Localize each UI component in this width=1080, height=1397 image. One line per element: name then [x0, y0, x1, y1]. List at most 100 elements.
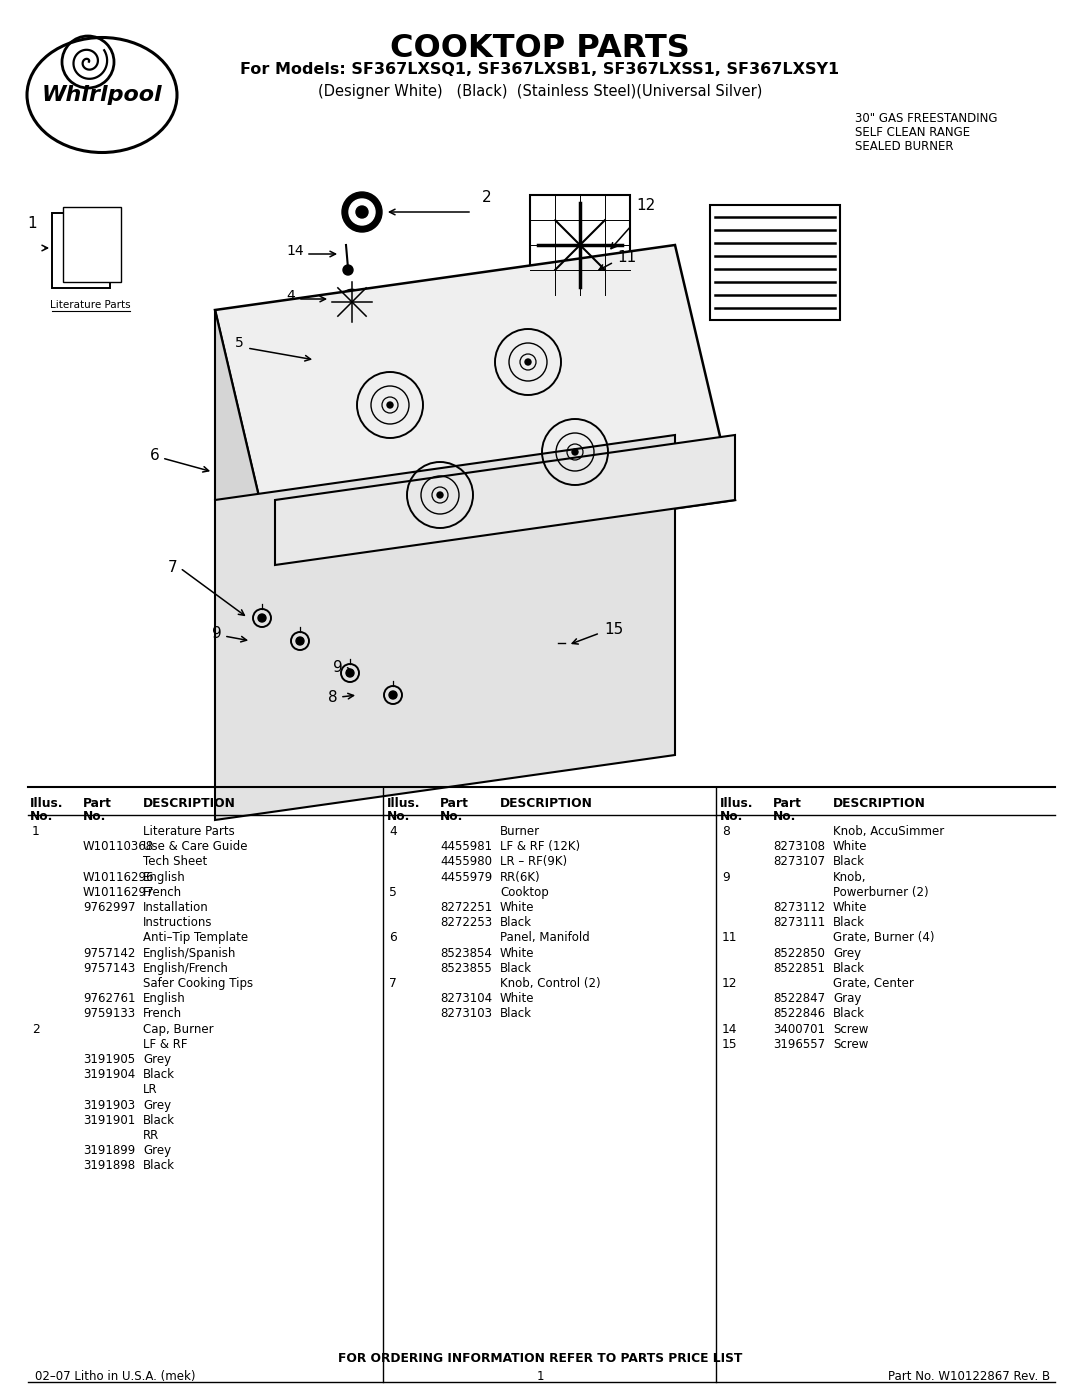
Text: Burner: Burner	[500, 826, 540, 838]
Text: Grey: Grey	[143, 1053, 171, 1066]
Text: No.: No.	[387, 810, 410, 823]
Text: 3191904: 3191904	[83, 1069, 135, 1081]
Text: W10116296: W10116296	[83, 870, 154, 883]
Text: COOKTOP PARTS: COOKTOP PARTS	[390, 34, 690, 64]
Text: No.: No.	[773, 810, 796, 823]
Text: Literature Parts: Literature Parts	[50, 300, 131, 310]
Text: 3191899: 3191899	[83, 1144, 135, 1157]
Text: Part: Part	[773, 798, 801, 810]
Text: 9762761: 9762761	[83, 992, 135, 1006]
Text: 8273112: 8273112	[773, 901, 825, 914]
Text: 8273103: 8273103	[440, 1007, 492, 1020]
Text: No.: No.	[440, 810, 463, 823]
Text: 8273104: 8273104	[440, 992, 492, 1006]
Circle shape	[572, 448, 578, 455]
Text: Use & Care Guide: Use & Care Guide	[143, 840, 247, 854]
Text: Illus.: Illus.	[720, 798, 754, 810]
Text: 12: 12	[636, 197, 656, 212]
Text: Black: Black	[500, 916, 532, 929]
Text: Screw: Screw	[833, 1023, 868, 1035]
Text: DESCRIPTION: DESCRIPTION	[833, 798, 926, 810]
Text: 9762997: 9762997	[83, 901, 135, 914]
Text: Black: Black	[833, 916, 865, 929]
Text: RR(6K): RR(6K)	[500, 870, 541, 883]
Text: 8272253: 8272253	[440, 916, 492, 929]
Circle shape	[343, 265, 353, 275]
Text: Black: Black	[500, 961, 532, 975]
Polygon shape	[215, 244, 735, 564]
Bar	[530, 196, 630, 295]
Text: Cap, Burner: Cap, Burner	[143, 1023, 214, 1035]
Polygon shape	[275, 434, 735, 564]
Text: LF & RF (12K): LF & RF (12K)	[500, 840, 580, 854]
Text: RR: RR	[143, 1129, 159, 1141]
Text: 1: 1	[32, 826, 40, 838]
Text: 4455979: 4455979	[440, 870, 492, 883]
Text: Black: Black	[500, 1007, 532, 1020]
Text: 3191901: 3191901	[83, 1113, 135, 1127]
Text: LF & RF: LF & RF	[143, 1038, 188, 1051]
Text: 12: 12	[723, 977, 738, 990]
Text: No.: No.	[83, 810, 106, 823]
Text: Grate, Center: Grate, Center	[833, 977, 914, 990]
Circle shape	[525, 359, 531, 365]
Text: White: White	[500, 992, 535, 1006]
Text: French: French	[143, 1007, 183, 1020]
Text: 9757143: 9757143	[83, 961, 135, 975]
Text: Cooktop: Cooktop	[500, 886, 549, 898]
Text: Illus.: Illus.	[387, 798, 420, 810]
Text: 4455981: 4455981	[440, 840, 492, 854]
Text: Black: Black	[833, 961, 865, 975]
Text: 7: 7	[168, 560, 177, 576]
Text: Part: Part	[83, 798, 112, 810]
Text: 3400701: 3400701	[773, 1023, 825, 1035]
Text: For Models: SF367LXSQ1, SF367LXSB1, SF367LXSS1, SF367LXSY1: For Models: SF367LXSQ1, SF367LXSB1, SF36…	[241, 61, 839, 77]
Text: LR: LR	[143, 1084, 158, 1097]
Text: 8522847: 8522847	[773, 992, 825, 1006]
Text: 9: 9	[723, 870, 730, 883]
Text: 8273111: 8273111	[773, 916, 825, 929]
Circle shape	[349, 198, 375, 225]
Circle shape	[387, 402, 393, 408]
Text: 30" GAS FREESTANDING: 30" GAS FREESTANDING	[855, 112, 998, 124]
Text: Safer Cooking Tips: Safer Cooking Tips	[143, 977, 253, 990]
Text: Tech Sheet: Tech Sheet	[143, 855, 207, 869]
Text: Powerburner (2): Powerburner (2)	[833, 886, 929, 898]
Text: 9757142: 9757142	[83, 947, 135, 960]
Text: 14: 14	[286, 244, 303, 258]
Text: English: English	[143, 870, 186, 883]
Text: 8523855: 8523855	[440, 961, 491, 975]
Text: 2: 2	[482, 190, 491, 205]
Text: 15: 15	[723, 1038, 738, 1051]
Text: 3191903: 3191903	[83, 1098, 135, 1112]
Text: White: White	[500, 947, 535, 960]
Text: French: French	[143, 886, 183, 898]
Text: Part No. W10122867 Rev. B: Part No. W10122867 Rev. B	[888, 1370, 1050, 1383]
Text: White: White	[500, 901, 535, 914]
Text: Instructions: Instructions	[143, 916, 213, 929]
Text: 5: 5	[235, 337, 244, 351]
Text: SEALED BURNER: SEALED BURNER	[855, 140, 954, 154]
Text: 4: 4	[389, 826, 396, 838]
Text: 7: 7	[389, 977, 396, 990]
Text: Gray: Gray	[833, 992, 862, 1006]
Text: Black: Black	[833, 855, 865, 869]
Text: Screw: Screw	[833, 1038, 868, 1051]
Text: 11: 11	[617, 250, 636, 265]
Text: 2: 2	[32, 1023, 40, 1035]
Text: Grey: Grey	[833, 947, 861, 960]
Text: 9759133: 9759133	[83, 1007, 135, 1020]
Text: FOR ORDERING INFORMATION REFER TO PARTS PRICE LIST: FOR ORDERING INFORMATION REFER TO PARTS …	[338, 1352, 742, 1365]
Circle shape	[296, 637, 303, 645]
Text: 3196557: 3196557	[773, 1038, 825, 1051]
Text: English/French: English/French	[143, 961, 229, 975]
Text: 8522846: 8522846	[773, 1007, 825, 1020]
Text: 6: 6	[150, 447, 160, 462]
Text: Illus.: Illus.	[30, 798, 64, 810]
Text: 1: 1	[27, 215, 37, 231]
Text: 8523854: 8523854	[440, 947, 491, 960]
Text: English/Spanish: English/Spanish	[143, 947, 237, 960]
Circle shape	[342, 191, 382, 232]
Text: Knob, Control (2): Knob, Control (2)	[500, 977, 600, 990]
Text: Literature Parts: Literature Parts	[143, 826, 234, 838]
